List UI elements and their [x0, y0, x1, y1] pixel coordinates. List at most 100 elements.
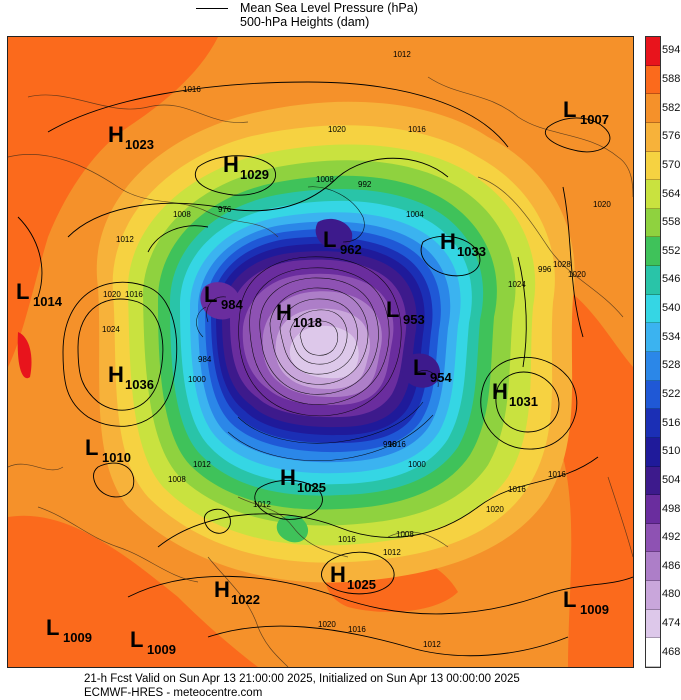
colorbar-cell — [646, 409, 660, 438]
colorbar-cell — [646, 352, 660, 381]
isobar-label: 1008 — [168, 475, 186, 484]
isobar-label: 996 — [383, 440, 397, 449]
isobar-label: 1024 — [102, 325, 120, 334]
isobar-label: 1000 — [188, 375, 206, 384]
colorbar-tick-label: 594 — [662, 44, 681, 57]
colorbar-cell — [646, 638, 660, 667]
pressure-center-value: 984 — [221, 297, 243, 312]
pressure-center-value: 1033 — [457, 244, 486, 259]
isobar-label: 1008 — [173, 210, 191, 219]
colorbar-cell — [646, 122, 660, 152]
isobar-label: 996 — [538, 265, 552, 274]
isobar-label: 1008 — [316, 175, 334, 184]
colorbar-cell — [646, 552, 660, 582]
colorbar-tick-label: 498 — [662, 502, 681, 515]
isobar-label: 984 — [198, 355, 212, 364]
pressure-center-type: L — [563, 587, 576, 612]
colorbar-cell — [646, 208, 660, 238]
pressure-center-value: 954 — [430, 370, 452, 385]
pressure-center-value: 1022 — [231, 592, 260, 607]
high-pressure-center: H 1022 — [214, 577, 260, 607]
colorbar-tick-label: 510 — [662, 445, 681, 458]
colorbar-cell — [646, 466, 660, 496]
colorbar-cell — [646, 65, 660, 95]
pressure-center-value: 962 — [340, 242, 362, 257]
isobar-label: 1004 — [406, 210, 424, 219]
legend: Mean Sea Level Pressure (hPa) 500-hPa He… — [0, 0, 681, 34]
colorbar-tick-label: 540 — [662, 302, 681, 315]
colorbar-tick-label: 588 — [662, 72, 681, 85]
colorbar-cell — [646, 523, 660, 553]
pressure-center-value: 1009 — [63, 630, 92, 645]
colorbar-tick-label: 558 — [662, 216, 681, 229]
colorbar-cell — [646, 94, 660, 123]
isobar-label: 1016 — [408, 125, 426, 134]
colorbar-tick-label: 504 — [662, 473, 681, 486]
isobar-label: 1020 — [568, 270, 586, 279]
colorbar-tick-label: 546 — [662, 273, 681, 286]
isobar-label: 1016 — [548, 470, 566, 479]
pressure-center-type: H — [108, 362, 124, 387]
pressure-center-value: 1025 — [347, 577, 376, 592]
height-band-588-west — [8, 37, 218, 367]
height-band-west-cut — [200, 282, 241, 320]
pressure-center-value: 1023 — [125, 137, 154, 152]
pressure-center-type: H — [440, 229, 456, 254]
pressure-center-type: L — [85, 435, 98, 460]
isobar-label: 1012 — [423, 640, 441, 649]
isobar-label: 1000 — [408, 460, 426, 469]
map-svg: 1012 1016 1020 1016 1008 992 1004 976 1008 1012 10… — [8, 37, 633, 667]
high-pressure-center: H 1023 — [108, 122, 154, 152]
pressure-center-type: H — [223, 152, 239, 177]
colorbar-cell — [646, 294, 660, 324]
colorbar-tick-label: 570 — [662, 158, 681, 171]
height-band-474 — [289, 325, 359, 379]
low-pressure-center: L 1014 — [16, 279, 63, 309]
low-pressure-center: L 1009 — [46, 615, 92, 645]
pressure-center-type: L — [413, 355, 426, 380]
colorbar-tick-label: 486 — [662, 559, 681, 572]
colorbar-tick-label: 468 — [662, 645, 681, 658]
pressure-center-type: H — [330, 562, 346, 587]
isobar-label: 1012 — [193, 460, 211, 469]
pressure-center-type: H — [276, 300, 292, 325]
colorbar — [645, 36, 661, 668]
colorbar-cell — [646, 581, 660, 610]
pressure-center-value: 1009 — [147, 642, 176, 657]
pressure-center-type: L — [386, 297, 399, 322]
colorbar-tick-label: 534 — [662, 330, 681, 343]
low-pressure-center: L 954 — [413, 355, 452, 385]
pressure-center-value: 1007 — [580, 112, 609, 127]
isobar-label: 1020 — [318, 620, 336, 629]
colorbar-tick-label: 576 — [662, 130, 681, 143]
weather-map: 1012 1016 1020 1016 1008 992 1004 976 1008 1012 10… — [7, 36, 634, 668]
isobar-label: 1012 — [253, 500, 271, 509]
pressure-center-type: L — [204, 282, 217, 307]
colorbar-tick-label: 480 — [662, 588, 681, 601]
footer-source: ECMWF-HRES - meteocentre.com — [84, 687, 263, 699]
isobar-label: 1016 — [388, 440, 406, 449]
isobar-label: 1020 — [486, 505, 504, 514]
isobar-label: 1012 — [383, 548, 401, 557]
pressure-center-type: L — [323, 227, 336, 252]
pressure-center-value: 953 — [403, 312, 425, 327]
colorbar-cell — [646, 380, 660, 410]
isobar-label: 976 — [218, 205, 232, 214]
isobar-label: 1008 — [396, 530, 414, 539]
colorbar-cell — [646, 266, 660, 295]
high-pressure-center: H 1029 — [223, 152, 269, 182]
pressure-center-type: H — [492, 379, 508, 404]
isobar-label: 1016 — [183, 85, 201, 94]
colorbar-cell — [646, 180, 660, 209]
pressure-center-type: L — [16, 279, 29, 304]
colorbar-tick-label: 552 — [662, 244, 681, 257]
colorbar-tick-label: 474 — [662, 617, 681, 630]
pressure-center-value: 1009 — [580, 602, 609, 617]
pressure-center-type: H — [108, 122, 124, 147]
pressure-center-type: L — [46, 615, 59, 640]
legend-heights: 500-hPa Heights (dam) — [240, 14, 369, 30]
isobar-label: 1016 — [348, 625, 366, 634]
isobar-label: 1020 — [593, 200, 611, 209]
high-pressure-center: H 1018 — [276, 300, 322, 330]
low-pressure-center: L 984 — [204, 282, 243, 312]
